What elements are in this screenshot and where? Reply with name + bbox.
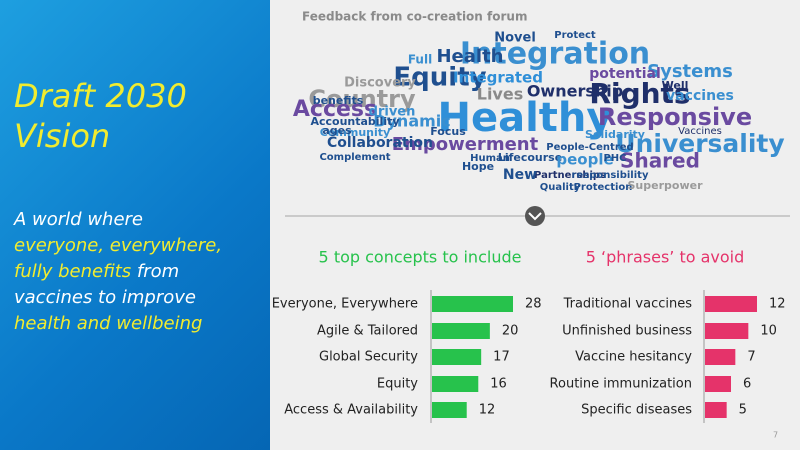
value-label: 12 [769,297,786,312]
cloud-word: People-Centred [546,142,633,153]
cloud-word: Quality [540,182,581,193]
value-label: 10 [760,324,777,339]
cloud-word: Lives [477,85,523,104]
cloud-word: Health [436,46,503,67]
vision-highlight: health and wellbeing [14,313,203,334]
cloud-word: Well [662,79,689,92]
cloud-word: Complement [319,152,390,163]
cloud-word: Vaccines [678,126,722,137]
cloud-word: Community [320,126,390,139]
wordcloud-title: Feedback from co-creation forum [302,10,527,24]
chart-title: 5 top concepts to include [319,248,522,267]
category-label: Equity [377,377,418,392]
cloud-word: Shared [620,149,700,173]
cloud-word: Accountability [310,115,399,128]
bar [432,376,479,392]
category-label: Traditional vaccines [563,297,693,312]
value-label: 5 [739,403,747,418]
cloud-word: Responsive [598,103,752,131]
bar [432,323,490,339]
category-label: Specific diseases [581,403,692,418]
cloud-word: Integrated [453,69,543,87]
cloud-word: Protect [554,30,596,41]
cloud-word: driven [369,105,416,120]
cloud-word: Equity [393,63,486,93]
cloud-word: Collaboration [327,135,433,151]
category-label: Everyone, Everywhere [272,297,418,312]
cloud-word: Superpower [628,179,704,192]
value-label: 12 [479,403,496,418]
bar [432,296,513,312]
cloud-word: Solidarity [585,128,645,141]
chevron [528,212,542,221]
vision-text: from [136,261,180,282]
cloud-word: Focus [430,125,466,138]
cloud-word: Lifecourse [498,151,562,164]
cloud-word: Protection [574,182,633,193]
value-label: 16 [490,377,507,392]
cloud-word: Country [308,85,416,113]
cloud-word: Hope [462,160,494,173]
cloud-word: New [503,167,537,183]
vision-highlight: fully benefits [14,261,132,282]
value-label: 20 [502,324,519,339]
cloud-word: Rights [589,77,690,110]
cloud-word: Access [293,97,377,122]
vision-text: A world where [14,209,143,230]
cloud-word: ages [322,124,352,137]
left-panel [0,0,270,450]
value-label: 6 [743,377,751,392]
bar [432,349,482,365]
cloud-word: PHC [603,153,626,164]
cloud-word: Full [408,53,432,67]
chart-title: 5 ‘phrases’ to avoid [586,248,745,267]
cloud-word: benefits [313,94,364,107]
value-label: 17 [493,350,510,365]
slide-title: Draft 2030 Vision [14,77,187,155]
bar [432,402,467,418]
category-label: Unfinished business [562,324,692,339]
cloud-word: Partnerships [534,170,606,181]
cloud-word: Systems [647,61,733,82]
page-number: 7 [773,431,778,440]
cloud-word: Empowerment [392,134,539,155]
cloud-word: Ownership [527,82,623,101]
vision-highlight: everyone, everywhere, [14,235,223,256]
vision-text: vaccines to improve [14,287,196,308]
cloud-word: Integration [460,37,650,72]
cloud-word: people [556,151,613,169]
cloud-word: Healthy [438,95,613,141]
category-label: Vaccine hesitancy [575,350,692,365]
category-label: Routine immunization [550,377,692,392]
bar [705,296,757,312]
cloud-word: Human [470,153,510,164]
cloud-word: Universality [615,129,784,158]
cloud-word: Novel [494,31,536,46]
bar [705,376,731,392]
cloud-word: vaccines [666,88,734,104]
bar [705,402,727,418]
vision-statement: A world where everyone, everywhere, full… [14,207,264,337]
cloud-word: Discovery [344,76,416,91]
cloud-word: Dynamic [373,112,451,131]
bar [705,349,736,365]
value-label: 7 [747,350,755,365]
cloud-word: responsibility [572,170,649,181]
chevron-button [525,206,545,226]
value-label: 28 [525,297,542,312]
category-label: Global Security [319,350,418,365]
cloud-word: potential [589,66,661,82]
category-label: Agile & Tailored [317,324,418,339]
bar [705,323,749,339]
category-label: Access & Availability [284,403,418,418]
